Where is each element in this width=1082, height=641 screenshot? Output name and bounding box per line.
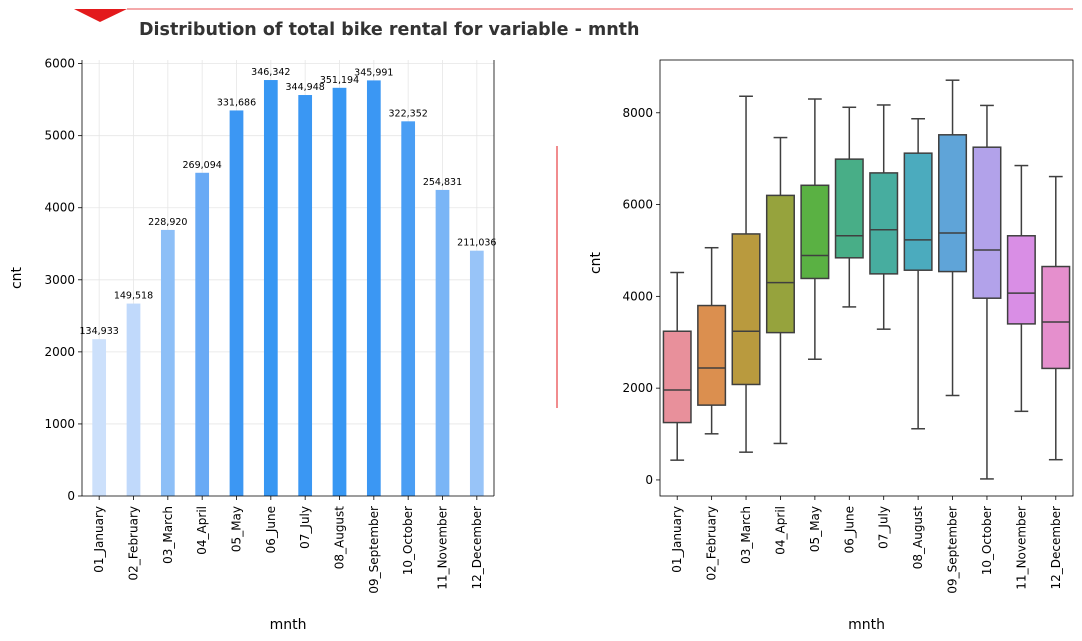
y-tick-label: 4000: [44, 201, 75, 215]
bar: [298, 95, 313, 496]
y-axis-label: cnt: [9, 266, 25, 289]
x-axis-label: mnth: [848, 617, 885, 633]
box-plot-panel: 0 2000 4000 6000 8000 01_January 02_February 03…: [588, 59, 1074, 633]
y-tick-label: 2000: [622, 381, 653, 395]
bar: [263, 80, 278, 497]
axes-frame: [659, 59, 1074, 497]
bar-data-label: 331,686: [217, 97, 256, 108]
bar-data-label: 351,194: [320, 75, 359, 86]
bar-data-label: 149,518: [114, 291, 153, 302]
x-tick-label: 03_March: [161, 506, 175, 564]
bar: [332, 87, 347, 497]
x-axis-label: mnth: [270, 617, 307, 633]
bar: [126, 303, 141, 496]
bar: [92, 339, 107, 496]
box: [972, 146, 1002, 299]
x-tick-label: 11_November: [436, 506, 450, 590]
y-tick-label: 8000: [622, 106, 653, 120]
bar: [366, 80, 381, 496]
bar-data-label: 346,342: [251, 67, 290, 78]
bar-data-label: 322,352: [389, 108, 428, 119]
box: [938, 134, 968, 273]
x-tick-label: 06_June: [264, 506, 278, 553]
x-tick-label: 08_August: [333, 506, 347, 570]
y-tick-label: 6000: [44, 57, 75, 71]
x-tick-label: 06_June: [842, 506, 856, 553]
bar-data-label: 254,831: [423, 177, 462, 188]
chart-title: Distribution of total bike rental for va…: [139, 20, 640, 40]
box: [834, 158, 864, 259]
title-triangle-marker: [74, 9, 127, 22]
x-tick-label: 12_December: [470, 506, 484, 590]
box: [903, 152, 933, 271]
x-tick-label: 04_April: [773, 506, 787, 555]
y-tick-label: 6000: [622, 198, 653, 212]
x-tick-label: 01_January: [670, 506, 684, 573]
x-tick-label: 08_August: [911, 506, 925, 570]
bar-data-label: 134,933: [80, 326, 119, 337]
x-tick-label: 05_May: [230, 506, 244, 552]
y-tick-label: 2000: [44, 345, 75, 359]
x-tick-label: 01_January: [92, 506, 106, 573]
bar-data-label: 269,094: [183, 160, 222, 171]
box: [869, 172, 899, 275]
box: [731, 233, 761, 386]
bar-data-label: 211,036: [457, 238, 496, 249]
bar-data-label: 344,948: [286, 82, 325, 93]
y-tick-label: 4000: [622, 289, 653, 303]
bar: [469, 250, 484, 496]
x-tick-label: 12_December: [1049, 506, 1063, 590]
x-tick-label: 09_September: [946, 506, 960, 594]
y-tick-label: 0: [67, 489, 75, 503]
x-tick-label: 02_February: [705, 506, 719, 580]
box: [1006, 235, 1036, 325]
x-tick-label: 07_July: [877, 506, 891, 549]
bar-data-label: 228,920: [148, 217, 187, 228]
y-tick-label: 1000: [44, 417, 75, 431]
y-axis-label: cnt: [588, 251, 604, 274]
bar-chart-panel: 0 1000 2000 3000 4000 5000 6000 134,933 149,518 2…: [9, 57, 496, 633]
x-tick-label: 09_September: [367, 506, 381, 594]
y-tick-label: 0: [645, 473, 653, 487]
x-tick-label: 07_July: [298, 506, 312, 549]
bar: [160, 229, 175, 497]
x-tick-label: 10_October: [401, 506, 415, 575]
box: [662, 330, 692, 424]
box: [765, 194, 795, 334]
x-tick-label: 10_October: [980, 506, 994, 575]
x-tick-label: 02_February: [127, 506, 141, 580]
x-tick-label: 04_April: [195, 506, 209, 555]
y-tick-label: 5000: [44, 129, 75, 143]
bar: [195, 172, 210, 496]
x-tick-label: 05_May: [808, 506, 822, 552]
bar: [229, 110, 244, 496]
x-tick-label: 03_March: [739, 506, 753, 564]
bar: [435, 189, 450, 496]
box: [800, 184, 830, 280]
box: [1041, 265, 1071, 370]
x-tick-label: 11_November: [1014, 506, 1028, 590]
title-decoration: [74, 8, 1073, 408]
y-tick-label: 3000: [44, 273, 75, 287]
bar-data-label: 345,991: [354, 67, 393, 78]
box: [697, 304, 727, 406]
bar: [401, 121, 416, 497]
